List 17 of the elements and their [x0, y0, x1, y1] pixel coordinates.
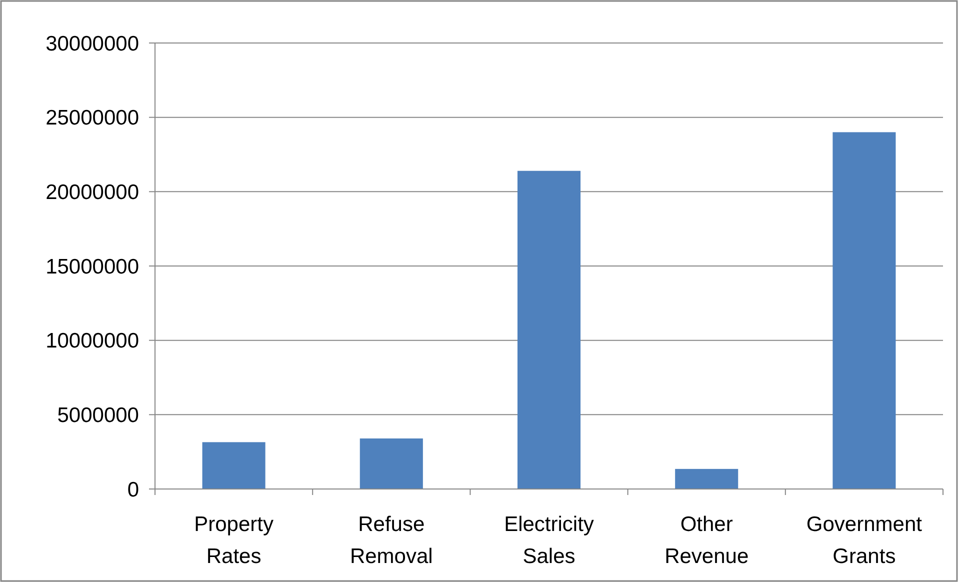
- x-tick-label: Government Grants: [806, 513, 922, 568]
- x-tick-label: Refuse Removal: [350, 513, 433, 568]
- x-tick-label: Property Rates: [194, 513, 274, 568]
- y-tick-label: 25000000: [46, 106, 139, 130]
- y-tick-label: 0: [127, 478, 139, 502]
- bar: [202, 442, 266, 489]
- bar: [517, 170, 581, 489]
- bar: [832, 132, 896, 489]
- y-tick-label: 15000000: [46, 255, 139, 278]
- y-tick-label: 10000000: [46, 330, 139, 353]
- x-tick-label: Electricity Sales: [504, 513, 594, 568]
- x-tick-label: Other Revenue: [664, 513, 749, 568]
- y-tick-label: 30000000: [46, 32, 139, 56]
- y-tick-label: 5000000: [57, 404, 139, 428]
- y-tick-label: 20000000: [46, 181, 139, 204]
- bar: [675, 468, 738, 489]
- bar: [360, 438, 423, 489]
